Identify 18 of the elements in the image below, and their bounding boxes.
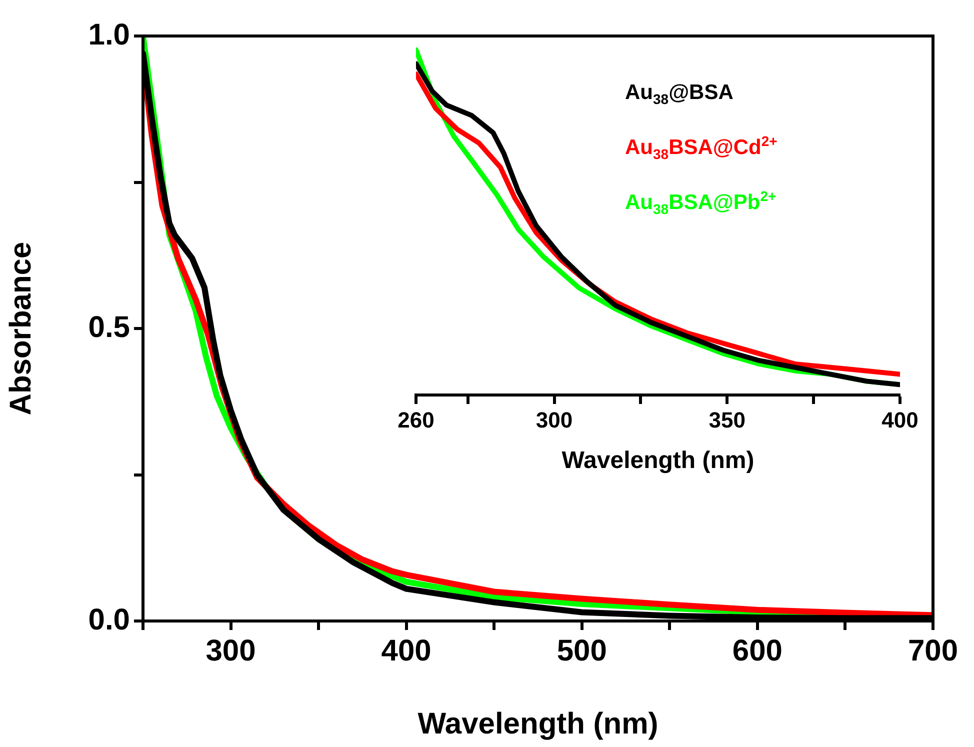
text: Au$_{38}$BSA@Pb$^{2+}$ bbox=[625, 187, 778, 220]
x-axis-title: Wavelength (nm) bbox=[562, 447, 754, 474]
x-tick-label: 500 bbox=[556, 634, 607, 668]
y-tick-label: 0.5 bbox=[88, 310, 130, 344]
x-tick-label: 350 bbox=[708, 407, 746, 432]
x-tick-label: 600 bbox=[732, 634, 782, 668]
x-tick-label: 400 bbox=[381, 634, 432, 668]
text: Au$_{38}$BSA@Cd$^{2+}$ bbox=[625, 132, 778, 164]
text: Au$_{38}$@BSA bbox=[625, 80, 734, 110]
x-tick-label: 700 bbox=[908, 634, 958, 668]
y-axis-title: Absorbance bbox=[4, 242, 38, 416]
x-axis-title: Wavelength (nm) bbox=[418, 707, 658, 740]
x-tick-label: 400 bbox=[882, 407, 918, 432]
x-tick-label: 260 bbox=[398, 407, 434, 432]
y-tick-label: 1.0 bbox=[88, 18, 130, 52]
x-tick-label: 300 bbox=[206, 634, 256, 668]
y-tick-label: 0.0 bbox=[88, 603, 130, 636]
x-tick-label: 300 bbox=[536, 407, 573, 432]
